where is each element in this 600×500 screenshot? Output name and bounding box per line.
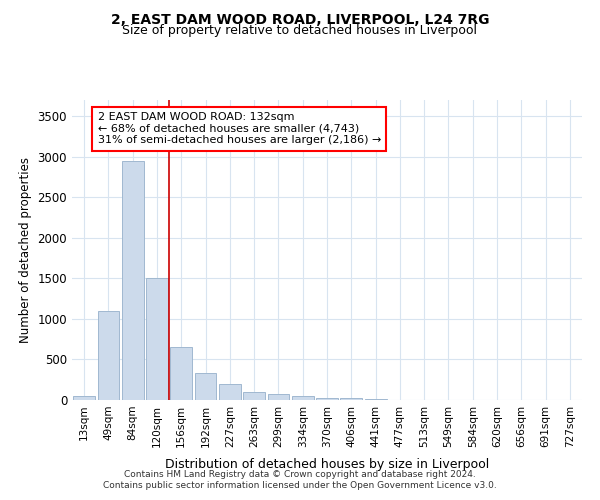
Bar	[170, 348, 192, 400]
Bar	[292, 396, 314, 400]
Bar	[122, 161, 143, 400]
Bar	[219, 384, 241, 400]
Text: Contains public sector information licensed under the Open Government Licence v3: Contains public sector information licen…	[103, 481, 497, 490]
Bar	[243, 392, 265, 400]
Bar	[73, 396, 95, 400]
Bar	[340, 398, 362, 400]
Bar	[268, 394, 289, 400]
Text: Contains HM Land Registry data © Crown copyright and database right 2024.: Contains HM Land Registry data © Crown c…	[124, 470, 476, 479]
Bar	[97, 311, 119, 400]
Bar	[194, 373, 217, 400]
Text: 2 EAST DAM WOOD ROAD: 132sqm
← 68% of detached houses are smaller (4,743)
31% of: 2 EAST DAM WOOD ROAD: 132sqm ← 68% of de…	[97, 112, 381, 146]
Bar	[146, 278, 168, 400]
X-axis label: Distribution of detached houses by size in Liverpool: Distribution of detached houses by size …	[165, 458, 489, 471]
Text: Size of property relative to detached houses in Liverpool: Size of property relative to detached ho…	[122, 24, 478, 37]
Y-axis label: Number of detached properties: Number of detached properties	[19, 157, 32, 343]
Bar	[316, 398, 338, 400]
Text: 2, EAST DAM WOOD ROAD, LIVERPOOL, L24 7RG: 2, EAST DAM WOOD ROAD, LIVERPOOL, L24 7R…	[111, 12, 489, 26]
Bar	[365, 399, 386, 400]
